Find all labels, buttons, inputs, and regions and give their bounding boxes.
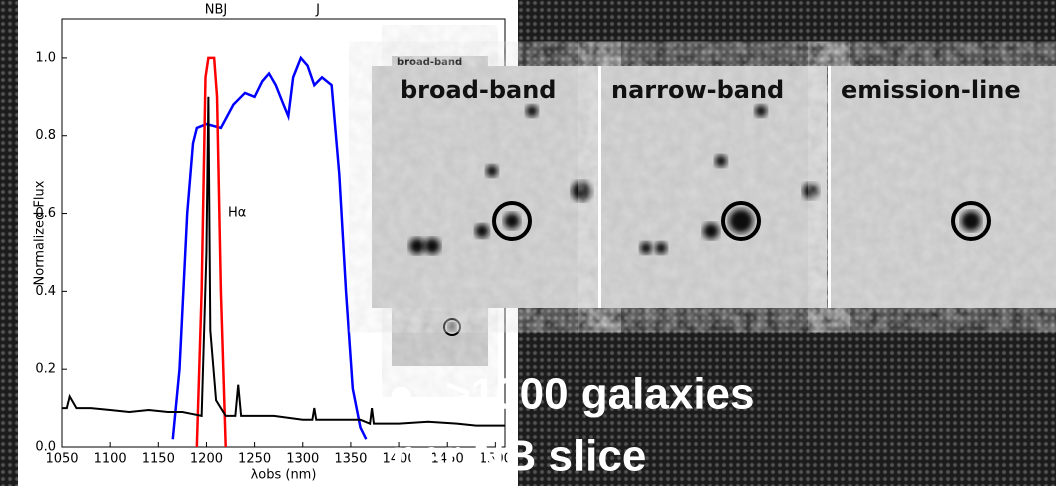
bullet-dot: ● [388, 370, 415, 419]
y-tick-label: 0.2 [35, 362, 56, 377]
small-label: broad-band [397, 57, 462, 68]
x-tick-label: 1250 [238, 452, 271, 467]
y-tick-label: 1.0 [35, 50, 56, 65]
y-tick-label: 0.4 [35, 284, 56, 299]
source [961, 211, 981, 231]
panel-label: narrow-band [611, 76, 784, 104]
image-noise [372, 66, 598, 308]
y-tick-label: 0.8 [35, 128, 56, 143]
annotation: NBJ [205, 3, 227, 18]
source [715, 155, 727, 167]
source [703, 223, 719, 239]
source [803, 183, 819, 199]
marker-circle [951, 201, 991, 241]
image-panels: broad-band narrow-band emission-line [372, 66, 1056, 308]
y-tick-label: 0.0 [35, 440, 56, 455]
x-axis-label: λobs (nm) [251, 468, 317, 483]
image-noise [601, 66, 827, 308]
x-tick-label: 1500 [479, 452, 512, 467]
source [526, 105, 538, 117]
x-tick-label: 1350 [334, 452, 367, 467]
y-tick-label: 0.6 [35, 206, 56, 221]
annotation: Hα [228, 206, 246, 221]
x-tick-label: 1450 [431, 452, 464, 467]
x-tick-label: 1100 [94, 452, 127, 467]
y-axis-label: Normalized Flux [33, 180, 48, 285]
source [409, 238, 425, 254]
x-tick-label: 1050 [45, 452, 78, 467]
x-tick-label: 1200 [190, 452, 223, 467]
plot: 1050 1100 1150 1200 1250 1300 1350 1400 1450 1500… [33, 3, 512, 483]
bullet-line: per NB slice [392, 432, 646, 481]
marker-circle [721, 201, 761, 241]
source [572, 181, 592, 201]
x-tick-label: 1300 [286, 452, 319, 467]
series-line [171, 55, 368, 440]
source [475, 224, 489, 238]
source [486, 165, 498, 177]
bullet-line: >1000 galaxies [445, 370, 754, 419]
panel-label: emission-line [841, 76, 1021, 104]
source [655, 242, 667, 254]
source [729, 209, 753, 233]
series-line [195, 56, 227, 448]
source [640, 242, 652, 254]
panel-label: broad-band [400, 76, 556, 104]
source [755, 105, 767, 117]
annotation: J [315, 3, 320, 18]
image-noise [831, 66, 1056, 308]
x-tick-label: 1150 [142, 452, 175, 467]
series-line [62, 96, 505, 427]
x-tick-label: 1400 [383, 452, 416, 467]
marker-circle [492, 201, 532, 241]
source [424, 238, 440, 254]
source [504, 213, 520, 229]
